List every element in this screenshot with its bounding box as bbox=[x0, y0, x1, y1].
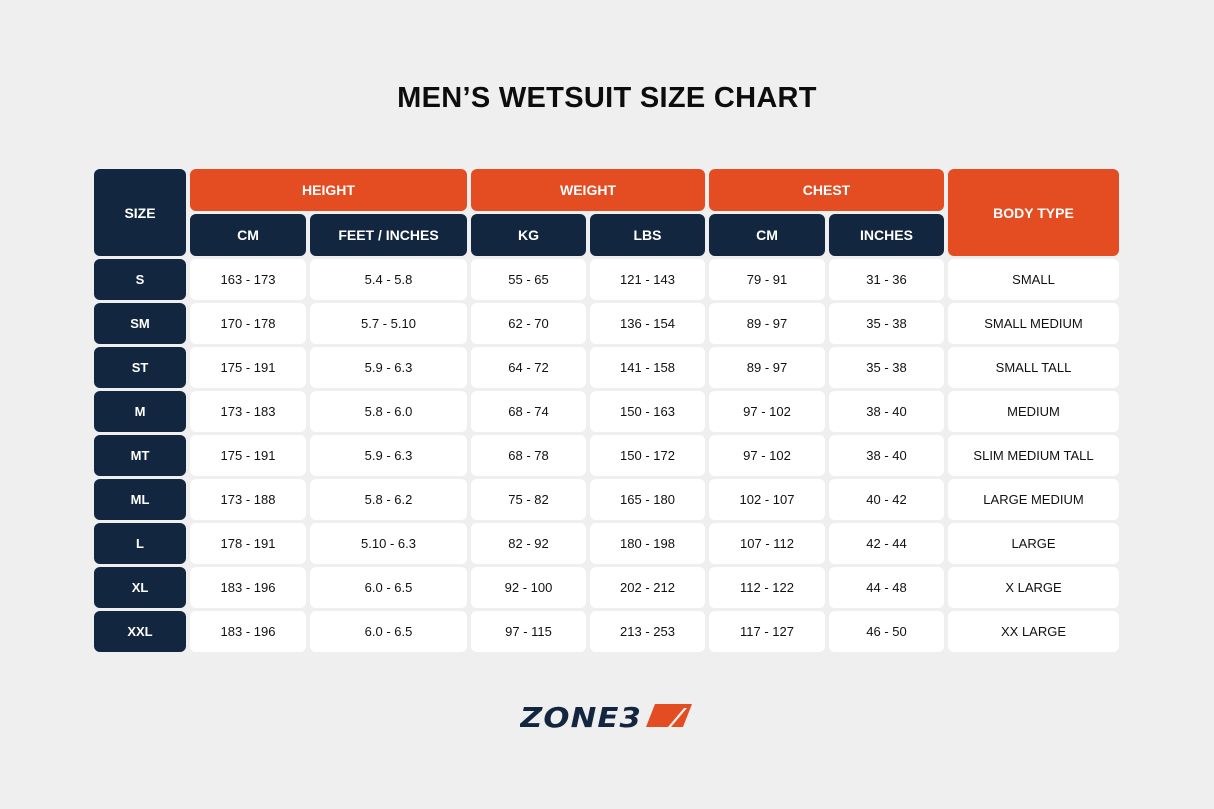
cell-chest-inches: 35 - 38 bbox=[829, 303, 944, 344]
page-title: MEN’S WETSUIT SIZE CHART bbox=[397, 82, 817, 114]
cell-weight-kg: 97 - 115 bbox=[471, 611, 586, 652]
subheader-height-feet-inches: FEET / INCHES bbox=[310, 214, 467, 256]
cell-weight-lbs: 165 - 180 bbox=[590, 479, 705, 520]
cell-chest-cm: 112 - 122 bbox=[709, 567, 825, 608]
cell-weight-kg: 68 - 74 bbox=[471, 391, 586, 432]
cell-chest-inches: 46 - 50 bbox=[829, 611, 944, 652]
cell-chest-cm: 102 - 107 bbox=[709, 479, 825, 520]
cell-height-feet-inches: 5.9 - 6.3 bbox=[310, 435, 467, 476]
cell-chest-cm: 79 - 91 bbox=[709, 259, 825, 300]
svg-text:ZONE3: ZONE3 bbox=[520, 702, 642, 732]
cell-height-cm: 163 - 173 bbox=[190, 259, 306, 300]
cell-height-feet-inches: 6.0 - 6.5 bbox=[310, 611, 467, 652]
cell-weight-kg: 75 - 82 bbox=[471, 479, 586, 520]
cell-weight-kg: 92 - 100 bbox=[471, 567, 586, 608]
subheader-chest-inches: INCHES bbox=[829, 214, 944, 256]
cell-height-feet-inches: 5.8 - 6.2 bbox=[310, 479, 467, 520]
header-size: SIZE bbox=[94, 169, 186, 256]
cell-height-feet-inches: 5.9 - 6.3 bbox=[310, 347, 467, 388]
cell-weight-lbs: 150 - 163 bbox=[590, 391, 705, 432]
cell-chest-inches: 42 - 44 bbox=[829, 523, 944, 564]
cell-body-type: SMALL TALL bbox=[948, 347, 1119, 388]
cell-size: MT bbox=[94, 435, 186, 476]
cell-size: SM bbox=[94, 303, 186, 344]
cell-weight-lbs: 202 - 212 bbox=[590, 567, 705, 608]
cell-size: M bbox=[94, 391, 186, 432]
cell-weight-lbs: 136 - 154 bbox=[590, 303, 705, 344]
cell-chest-cm: 89 - 97 bbox=[709, 347, 825, 388]
cell-size: ST bbox=[94, 347, 186, 388]
subheader-chest-cm: CM bbox=[709, 214, 825, 256]
cell-body-type: SLIM MEDIUM TALL bbox=[948, 435, 1119, 476]
subheader-weight-lbs: LBS bbox=[590, 214, 705, 256]
cell-weight-kg: 68 - 78 bbox=[471, 435, 586, 476]
cell-chest-inches: 35 - 38 bbox=[829, 347, 944, 388]
cell-body-type: XX LARGE bbox=[948, 611, 1119, 652]
size-chart-table: SIZE HEIGHT WEIGHT CHEST BODY TYPE CM FE… bbox=[94, 169, 1119, 652]
cell-height-cm: 178 - 191 bbox=[190, 523, 306, 564]
cell-chest-inches: 38 - 40 bbox=[829, 391, 944, 432]
cell-weight-lbs: 121 - 143 bbox=[590, 259, 705, 300]
subheader-weight-kg: KG bbox=[471, 214, 586, 256]
cell-size: ML bbox=[94, 479, 186, 520]
cell-body-type: LARGE MEDIUM bbox=[948, 479, 1119, 520]
cell-body-type: X LARGE bbox=[948, 567, 1119, 608]
cell-body-type: SMALL bbox=[948, 259, 1119, 300]
cell-height-cm: 183 - 196 bbox=[190, 567, 306, 608]
cell-weight-kg: 62 - 70 bbox=[471, 303, 586, 344]
cell-height-cm: 175 - 191 bbox=[190, 347, 306, 388]
cell-weight-lbs: 213 - 253 bbox=[590, 611, 705, 652]
cell-chest-cm: 97 - 102 bbox=[709, 391, 825, 432]
cell-weight-lbs: 150 - 172 bbox=[590, 435, 705, 476]
cell-size: L bbox=[94, 523, 186, 564]
cell-chest-inches: 31 - 36 bbox=[829, 259, 944, 300]
cell-chest-inches: 40 - 42 bbox=[829, 479, 944, 520]
cell-weight-lbs: 141 - 158 bbox=[590, 347, 705, 388]
cell-height-cm: 173 - 183 bbox=[190, 391, 306, 432]
cell-weight-lbs: 180 - 198 bbox=[590, 523, 705, 564]
cell-size: XXL bbox=[94, 611, 186, 652]
cell-height-cm: 173 - 188 bbox=[190, 479, 306, 520]
header-weight: WEIGHT bbox=[471, 169, 705, 211]
cell-height-feet-inches: 5.4 - 5.8 bbox=[310, 259, 467, 300]
cell-weight-kg: 64 - 72 bbox=[471, 347, 586, 388]
zone3-logo: ZONE3 bbox=[520, 702, 692, 732]
cell-chest-cm: 107 - 112 bbox=[709, 523, 825, 564]
cell-height-cm: 170 - 178 bbox=[190, 303, 306, 344]
cell-height-feet-inches: 5.7 - 5.10 bbox=[310, 303, 467, 344]
cell-chest-cm: 97 - 102 bbox=[709, 435, 825, 476]
cell-height-feet-inches: 5.8 - 6.0 bbox=[310, 391, 467, 432]
cell-body-type: SMALL MEDIUM bbox=[948, 303, 1119, 344]
cell-height-cm: 183 - 196 bbox=[190, 611, 306, 652]
cell-size: S bbox=[94, 259, 186, 300]
cell-body-type: MEDIUM bbox=[948, 391, 1119, 432]
subheader-height-cm: CM bbox=[190, 214, 306, 256]
cell-body-type: LARGE bbox=[948, 523, 1119, 564]
cell-chest-cm: 89 - 97 bbox=[709, 303, 825, 344]
cell-height-cm: 175 - 191 bbox=[190, 435, 306, 476]
cell-chest-inches: 38 - 40 bbox=[829, 435, 944, 476]
header-chest: CHEST bbox=[709, 169, 944, 211]
cell-chest-cm: 117 - 127 bbox=[709, 611, 825, 652]
cell-height-feet-inches: 6.0 - 6.5 bbox=[310, 567, 467, 608]
cell-height-feet-inches: 5.10 - 6.3 bbox=[310, 523, 467, 564]
cell-weight-kg: 55 - 65 bbox=[471, 259, 586, 300]
header-body-type: BODY TYPE bbox=[948, 169, 1119, 256]
cell-size: XL bbox=[94, 567, 186, 608]
header-height: HEIGHT bbox=[190, 169, 467, 211]
cell-weight-kg: 82 - 92 bbox=[471, 523, 586, 564]
cell-chest-inches: 44 - 48 bbox=[829, 567, 944, 608]
